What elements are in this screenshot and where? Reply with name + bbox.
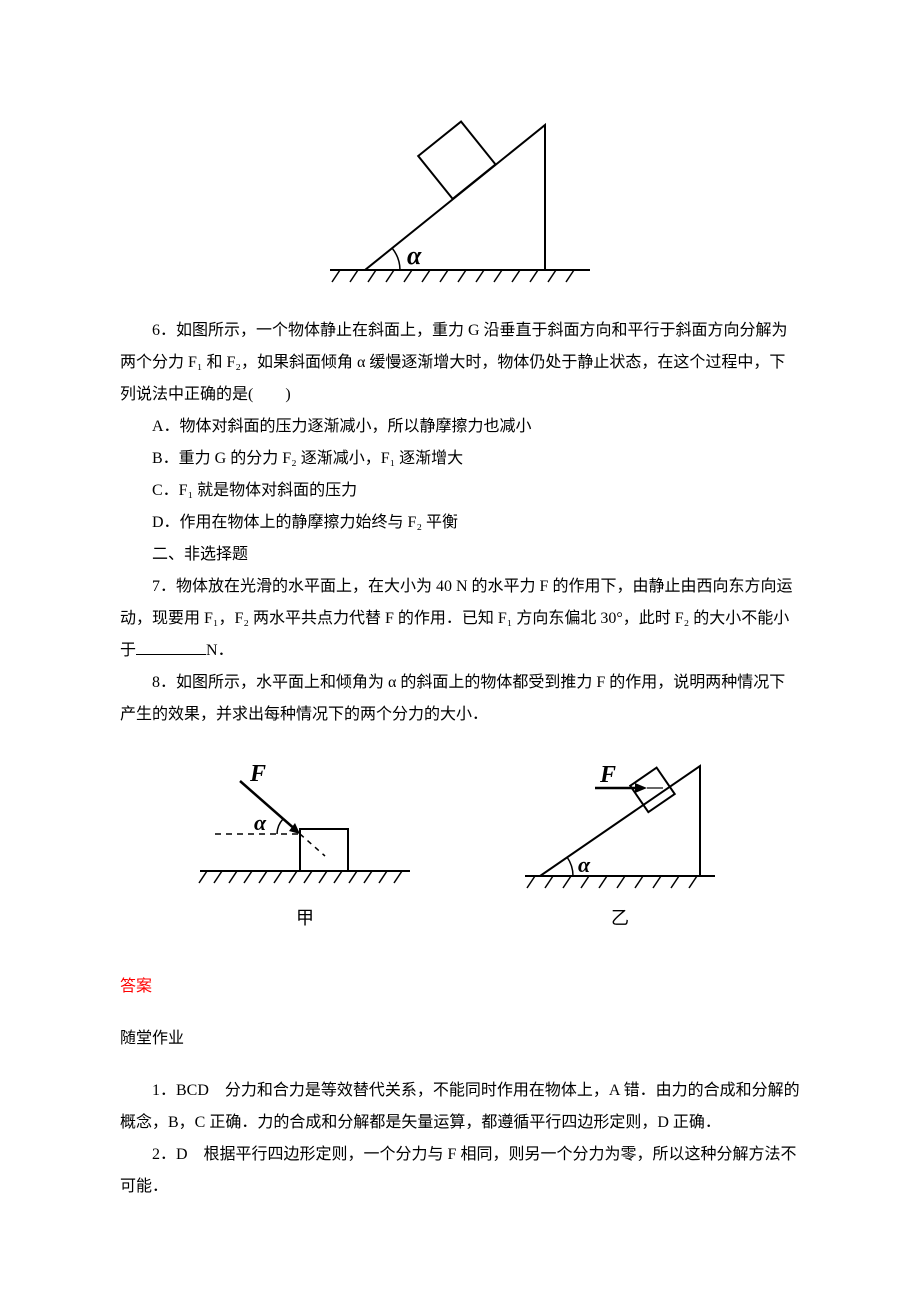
q6-choice-a: A．物体对斜面的压力逐渐减小，所以静摩擦力也减小 <box>120 411 800 443</box>
q8-stem: 8．如图所示，水平面上和倾角为 α 的斜面上的物体都受到推力 F 的作用，说明两… <box>120 667 800 731</box>
figure-q8-row: F α 甲 <box>120 756 800 936</box>
figure-q6: α <box>120 80 800 290</box>
q6-choice-b: B．重力 G 的分力 F₂ 逐渐减小，F₁ 逐渐增大 <box>120 443 800 475</box>
caption-jia: 甲 <box>185 900 425 936</box>
yi-alpha: α <box>578 852 591 877</box>
answers-subheader: 随堂作业 <box>120 1023 800 1055</box>
q6-choice-c: C．F₁ 就是物体对斜面的压力 <box>120 475 800 507</box>
caption-yi: 乙 <box>505 900 735 936</box>
jia-F: F <box>249 761 266 787</box>
q7-stem: 7．物体放在光滑的水平面上，在大小为 40 N 的水平力 F 的作用下，由静止由… <box>120 571 800 667</box>
section-2-header: 二、非选择题 <box>120 539 800 571</box>
answer-2: 2．D 根据平行四边形定则，一个分力与 F 相同，则另一个分力为零，所以这种分解… <box>120 1139 800 1203</box>
answer-1: 1．BCD 分力和合力是等效替代关系，不能同时作用在物体上，A 错．由力的合成和… <box>120 1075 800 1139</box>
alpha-label: α <box>407 241 422 270</box>
q6-choice-d: D．作用在物体上的静摩擦力始终与 F₂ 平衡 <box>120 507 800 539</box>
answers-header: 答案 <box>120 971 800 1003</box>
jia-alpha: α <box>254 810 267 835</box>
q6-stem: 6．如图所示，一个物体静止在斜面上，重力 G 沿垂直于斜面方向和平行于斜面方向分… <box>120 315 800 411</box>
q7-text-b: N． <box>206 642 234 659</box>
figure-yi: F α 乙 <box>505 756 735 936</box>
figure-jia: F α 甲 <box>185 756 425 936</box>
q7-blank <box>136 638 206 655</box>
yi-F: F <box>599 762 616 788</box>
incline-diagram: α <box>310 80 610 290</box>
